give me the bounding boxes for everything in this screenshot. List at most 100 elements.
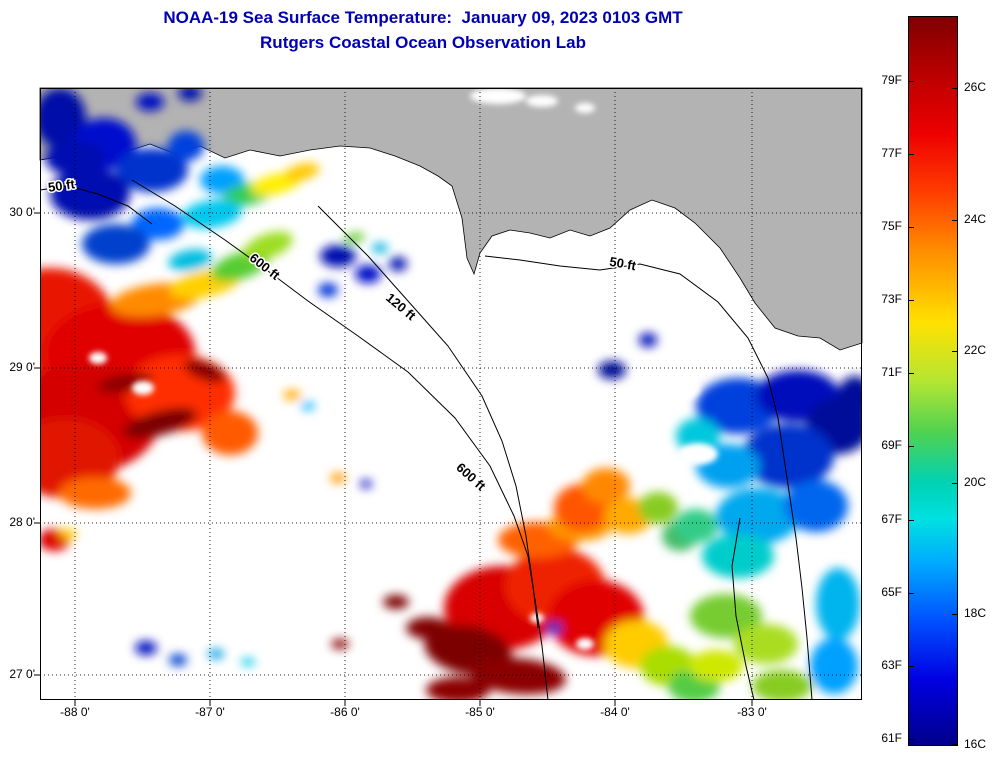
colorbar-fahrenheit-label: 71F: [881, 365, 902, 380]
depth-contour-lines: [39, 179, 813, 701]
page-title: NOAA-19 Sea Surface Temperature: January…: [163, 8, 683, 27]
lat-lon-gridlines: [40, 88, 862, 700]
colorbar-tick: [909, 373, 914, 374]
sst-blob: [598, 361, 626, 379]
sst-blob: [343, 232, 365, 244]
x-tick-label: -88 0': [60, 705, 90, 719]
colorbar-fahrenheit-label: 61F: [881, 730, 902, 745]
page-subtitle: Rutgers Coastal Ocean Observation Lab: [260, 33, 586, 52]
cloud-blob: [89, 352, 107, 364]
y-tick-label: 28 0': [9, 515, 35, 529]
cloud-blob: [624, 545, 656, 567]
sst-blob: [50, 168, 130, 220]
sst-blob: [82, 224, 150, 264]
plot-border: [40, 88, 862, 700]
sst-blob: [372, 243, 388, 253]
colorbar-tick: [909, 593, 914, 594]
sst-blob: [690, 594, 762, 638]
sst-blob: [59, 477, 131, 509]
sst-blob: [45, 140, 105, 176]
sst-blob: [136, 93, 164, 111]
sst-field-coastal-sounds: [40, 88, 320, 264]
sst-blob: [132, 208, 184, 240]
sst-blob: [168, 249, 212, 271]
sst-blob: [330, 473, 346, 483]
colorbar-tick: [952, 220, 957, 221]
sst-blob: [301, 402, 315, 410]
cloud-blob: [678, 443, 718, 465]
sst-blob: [202, 411, 258, 455]
cloud-cover-patches: [89, 88, 718, 650]
depth-contour: [484, 255, 813, 701]
temperature-colorbar: [908, 16, 958, 746]
colorbar-tick: [909, 446, 914, 447]
x-tick-label: -84 0': [600, 705, 630, 719]
sst-blob: [331, 639, 349, 649]
colorbar-fahrenheit-label: 63F: [881, 657, 902, 672]
sst-blob: [169, 654, 187, 666]
sst-blob: [689, 650, 743, 682]
sst-blob: [59, 529, 77, 539]
sst-blob: [752, 670, 812, 700]
map-plot-area: 50 ft 600 ft 120 ft 50 ft 600 ft: [34, 87, 863, 706]
sst-blob: [582, 468, 630, 504]
cloud-blob: [576, 638, 594, 650]
colorbar-fahrenheit-label: 67F: [881, 511, 902, 526]
cloud-blob: [470, 88, 526, 104]
sst-blob: [426, 677, 490, 700]
colorbar-fahrenheit-label: 69F: [881, 438, 902, 453]
sst-blob: [241, 658, 255, 666]
sst-blob: [284, 163, 320, 181]
sst-blob: [208, 649, 224, 659]
colorbar-celsius-label: 20C: [964, 474, 987, 489]
depth-contour: [731, 517, 755, 701]
sst-blob: [135, 641, 157, 655]
sst-blob: [355, 265, 381, 283]
sst-blob: [383, 595, 409, 609]
colorbar-tick: [909, 227, 914, 228]
x-tick-label: -86 0': [330, 705, 360, 719]
contour-label: 50 ft: [47, 176, 76, 195]
sst-field-offshore: [40, 231, 862, 700]
y-tick-label: 29 0': [9, 360, 35, 374]
colorbar-celsius-label: 22C: [964, 343, 987, 358]
y-tick-label: 27 0': [9, 667, 35, 681]
x-tick-label: -85 0': [465, 705, 495, 719]
sst-blob: [168, 131, 204, 161]
sst-blob: [184, 359, 226, 383]
colorbar-tick: [909, 154, 914, 155]
sst-blob: [810, 638, 858, 694]
sst-blob: [837, 376, 862, 420]
contour-label: 50 ft: [608, 254, 638, 274]
y-tick-label: 30 0': [9, 205, 35, 219]
colorbar-fahrenheit-label: 77F: [881, 146, 902, 161]
colorbar-fahrenheit-label: 73F: [881, 292, 902, 307]
sst-blob: [734, 624, 798, 664]
sst-blob: [816, 568, 860, 640]
depth-contour: [39, 185, 153, 225]
colorbar-fahrenheit-label: 79F: [881, 73, 902, 88]
sst-blob: [200, 166, 244, 194]
sst-blob: [470, 657, 566, 695]
sst-blob: [546, 622, 562, 634]
colorbar-tick: [952, 351, 957, 352]
sst-blob: [318, 283, 338, 297]
sst-blob: [639, 333, 657, 347]
x-tick-label: -87 0': [195, 705, 225, 719]
sst-blob: [716, 488, 800, 544]
colorbar-tick: [909, 520, 914, 521]
colorbar-tick: [909, 81, 914, 82]
sst-blob: [123, 407, 197, 439]
sst-blob: [742, 424, 834, 488]
cloud-blob: [526, 95, 558, 107]
colorbar-fahrenheit-label: 75F: [881, 219, 902, 234]
colorbar-tick: [909, 300, 914, 301]
colorbar-tick: [952, 744, 957, 745]
sst-blob: [178, 88, 202, 101]
colorbar-tick: [952, 614, 957, 615]
sst-blob: [320, 245, 356, 267]
colorbar-tick: [909, 739, 914, 740]
sst-blob: [389, 257, 407, 271]
